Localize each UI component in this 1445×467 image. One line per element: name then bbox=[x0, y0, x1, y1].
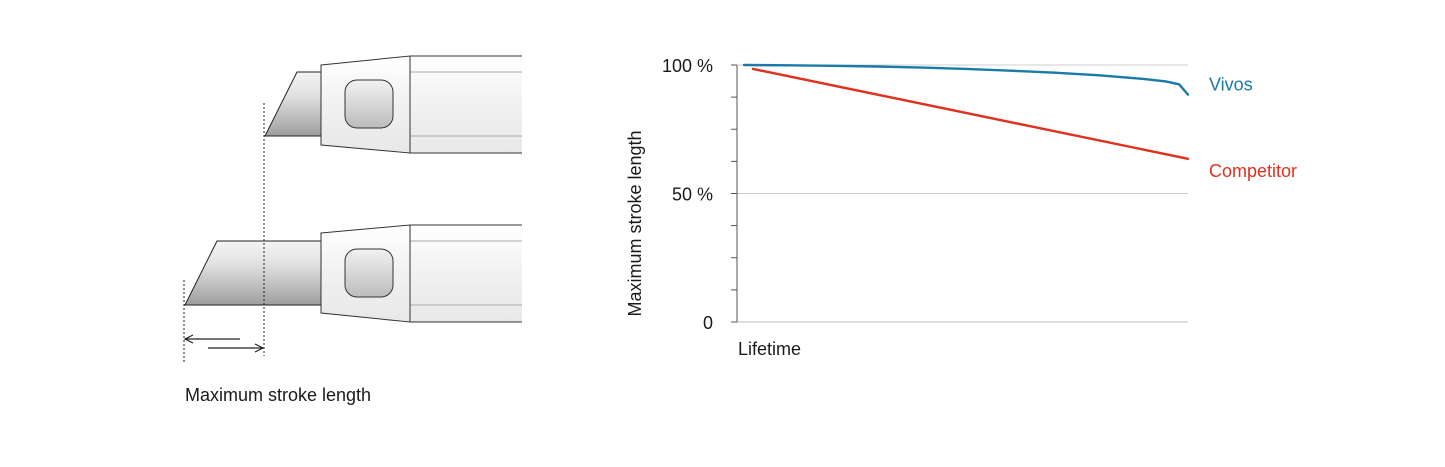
series-lines bbox=[742, 63, 1190, 161]
series-line-vivos bbox=[742, 63, 1190, 96]
series-line-competitor bbox=[751, 67, 1190, 161]
y-tick-label: 0 bbox=[703, 313, 713, 333]
tool-window bbox=[344, 79, 394, 129]
stroke-length-arrow bbox=[183, 334, 265, 353]
diagram-caption: Maximum stroke length bbox=[185, 385, 372, 405]
tool-window bbox=[344, 248, 394, 298]
chart-labels: 0 50 % 100 % Maximum stroke length Lifetime V… bbox=[625, 56, 1297, 359]
y-axis-label: Maximum stroke length bbox=[625, 130, 645, 316]
series-label-vivos: Vivos bbox=[1209, 75, 1253, 95]
x-axis-label: Lifetime bbox=[738, 339, 801, 359]
tool-extended bbox=[184, 224, 522, 323]
tool-retracted bbox=[264, 55, 522, 154]
stroke-length-diagram bbox=[183, 55, 522, 362]
series-label-competitor: Competitor bbox=[1209, 161, 1297, 181]
y-axis bbox=[731, 64, 738, 323]
y-tick-label: 50 % bbox=[672, 185, 713, 205]
grid-lines bbox=[737, 64, 1188, 323]
y-tick-label: 100 % bbox=[662, 56, 713, 76]
